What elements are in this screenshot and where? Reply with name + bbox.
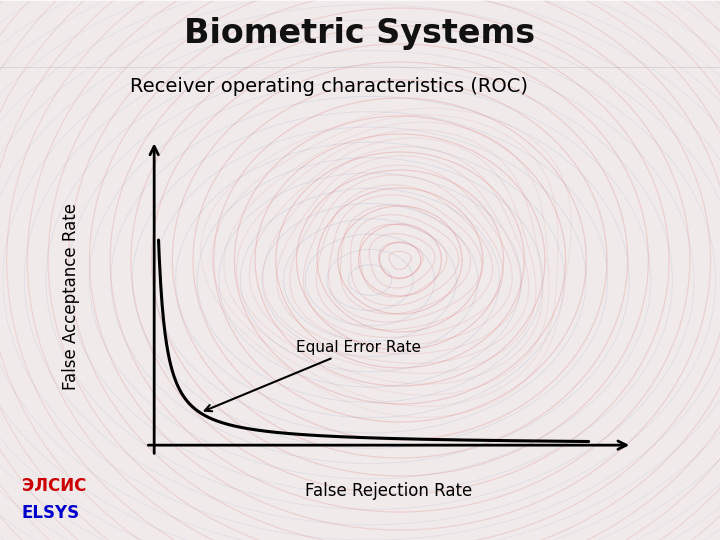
Text: Biometric Systems: Biometric Systems [184,17,536,50]
Text: False Rejection Rate: False Rejection Rate [305,482,472,501]
Text: False Acceptance Rate: False Acceptance Rate [63,204,81,390]
Text: Equal Error Rate: Equal Error Rate [204,340,420,411]
Text: Receiver operating characteristics (ROC): Receiver operating characteristics (ROC) [130,77,528,96]
Text: ELSYS: ELSYS [22,504,80,522]
Text: ЭЛСИС: ЭЛСИС [22,477,86,495]
